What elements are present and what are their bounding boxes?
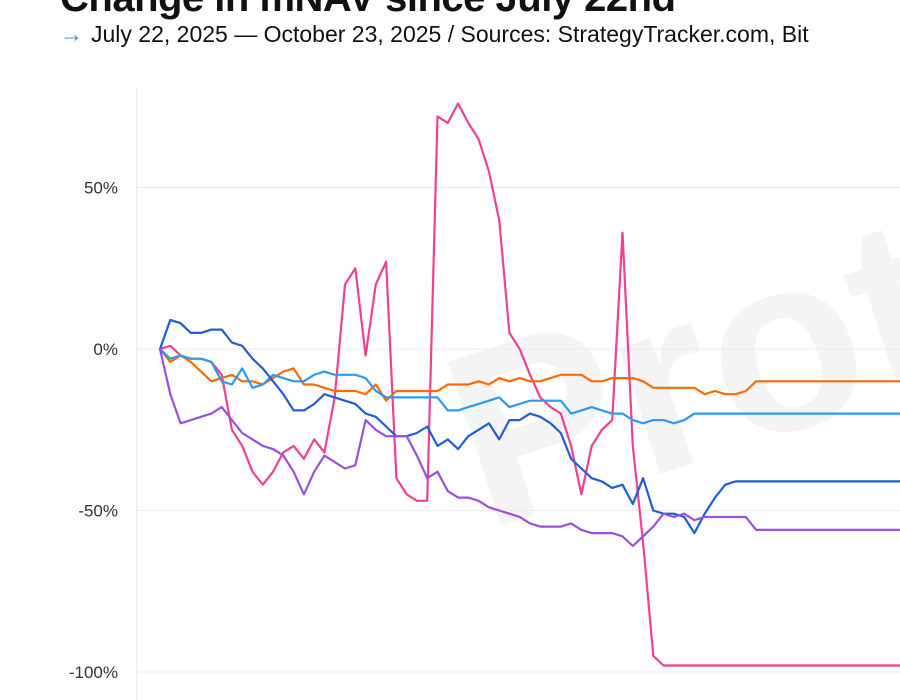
series-line (158, 318, 900, 535)
subtitle-text: July 22, 2025 — October 23, 2025 / Sourc… (91, 21, 809, 47)
series-line (158, 347, 900, 402)
chart-subtitle: → July 22, 2025 — October 23, 2025 / Sour… (60, 20, 809, 48)
y-tick-label: 50% (84, 179, 118, 198)
y-tick-label: -100% (69, 663, 118, 682)
chart-title: Change in mNAV since July 22nd (60, 0, 676, 18)
y-tick-label: -50% (78, 502, 118, 521)
series-line (158, 347, 900, 425)
series-line (158, 102, 900, 667)
series-line (158, 347, 900, 548)
y-tick-label: 0% (93, 340, 118, 359)
arrow-right-icon: → (60, 21, 83, 47)
